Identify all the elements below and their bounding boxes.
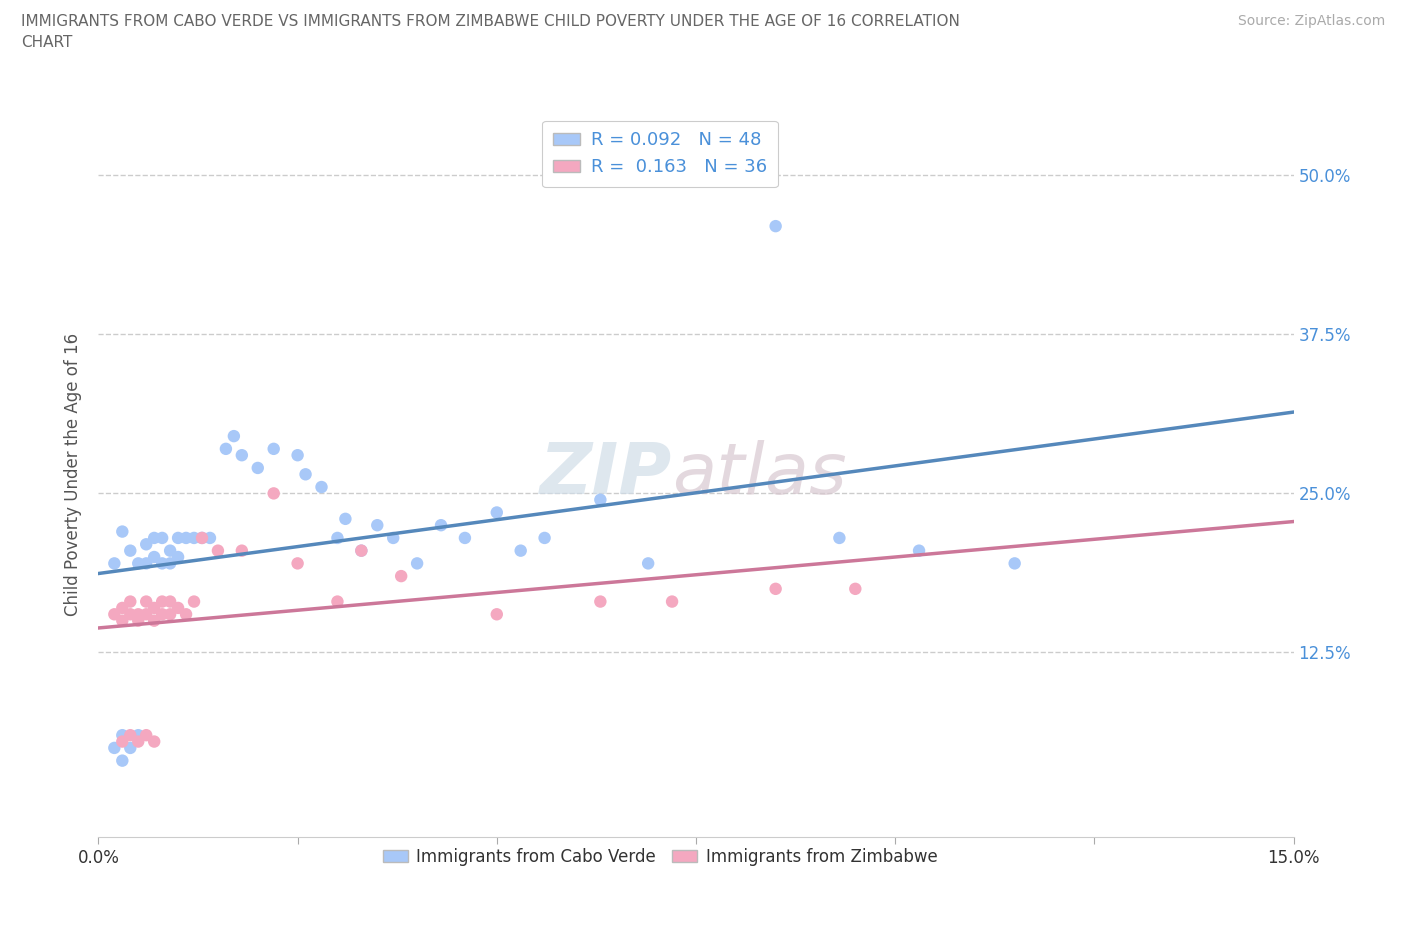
Point — [637, 556, 659, 571]
Point — [143, 530, 166, 545]
Point — [135, 728, 157, 743]
Point — [111, 728, 134, 743]
Point — [150, 530, 173, 545]
Point — [311, 480, 333, 495]
Point — [159, 607, 181, 622]
Point — [485, 607, 508, 622]
Point — [120, 543, 142, 558]
Point — [844, 581, 866, 596]
Point — [150, 607, 173, 622]
Point — [350, 543, 373, 558]
Point — [120, 607, 142, 622]
Point — [326, 530, 349, 545]
Legend: Immigrants from Cabo Verde, Immigrants from Zimbabwe: Immigrants from Cabo Verde, Immigrants f… — [375, 841, 945, 872]
Point — [263, 486, 285, 501]
Point — [167, 550, 190, 565]
Point — [127, 607, 149, 622]
Y-axis label: Child Poverty Under the Age of 16: Child Poverty Under the Age of 16 — [65, 333, 83, 616]
Point — [159, 543, 181, 558]
Point — [382, 530, 405, 545]
Point — [120, 594, 142, 609]
Text: ZIP: ZIP — [540, 440, 672, 509]
Point — [509, 543, 531, 558]
Point — [174, 530, 197, 545]
Point — [103, 556, 125, 571]
Point — [828, 530, 851, 545]
Point — [143, 613, 166, 628]
Point — [231, 543, 253, 558]
Point — [389, 568, 412, 583]
Point — [111, 753, 134, 768]
Point — [191, 530, 214, 545]
Point — [198, 530, 221, 545]
Point — [127, 734, 149, 749]
Point — [430, 518, 453, 533]
Point — [287, 447, 309, 462]
Text: atlas: atlas — [672, 440, 846, 509]
Point — [215, 442, 238, 457]
Point — [143, 601, 166, 616]
Point — [103, 607, 125, 622]
Point — [135, 607, 157, 622]
Point — [454, 530, 477, 545]
Point — [191, 530, 214, 545]
Point — [207, 543, 229, 558]
Point — [1004, 556, 1026, 571]
Point — [111, 525, 134, 539]
Point — [127, 556, 149, 571]
Point — [135, 594, 157, 609]
Point — [908, 543, 931, 558]
Point — [263, 442, 285, 457]
Point — [150, 594, 173, 609]
Point — [127, 613, 149, 628]
Point — [143, 734, 166, 749]
Text: Source: ZipAtlas.com: Source: ZipAtlas.com — [1237, 14, 1385, 28]
Point — [167, 530, 190, 545]
Text: IMMIGRANTS FROM CABO VERDE VS IMMIGRANTS FROM ZIMBABWE CHILD POVERTY UNDER THE A: IMMIGRANTS FROM CABO VERDE VS IMMIGRANTS… — [21, 14, 960, 29]
Point — [222, 429, 245, 444]
Point — [150, 556, 173, 571]
Point — [589, 594, 612, 609]
Point — [231, 447, 253, 462]
Point — [765, 219, 787, 233]
Point — [120, 728, 142, 743]
Point — [183, 530, 205, 545]
Point — [366, 518, 388, 533]
Point — [287, 556, 309, 571]
Point — [485, 505, 508, 520]
Point — [135, 556, 157, 571]
Point — [661, 594, 683, 609]
Point — [174, 607, 197, 622]
Point — [159, 594, 181, 609]
Point — [294, 467, 316, 482]
Point — [406, 556, 429, 571]
Point — [326, 594, 349, 609]
Point — [335, 512, 357, 526]
Point — [135, 537, 157, 551]
Point — [120, 740, 142, 755]
Point — [533, 530, 555, 545]
Point — [183, 594, 205, 609]
Point — [350, 543, 373, 558]
Point — [127, 728, 149, 743]
Point — [111, 613, 134, 628]
Point — [111, 734, 134, 749]
Point — [167, 601, 190, 616]
Point — [589, 492, 612, 507]
Point — [103, 740, 125, 755]
Text: CHART: CHART — [21, 35, 73, 50]
Point — [246, 460, 269, 475]
Point — [143, 550, 166, 565]
Point — [765, 581, 787, 596]
Point — [159, 556, 181, 571]
Point — [111, 601, 134, 616]
